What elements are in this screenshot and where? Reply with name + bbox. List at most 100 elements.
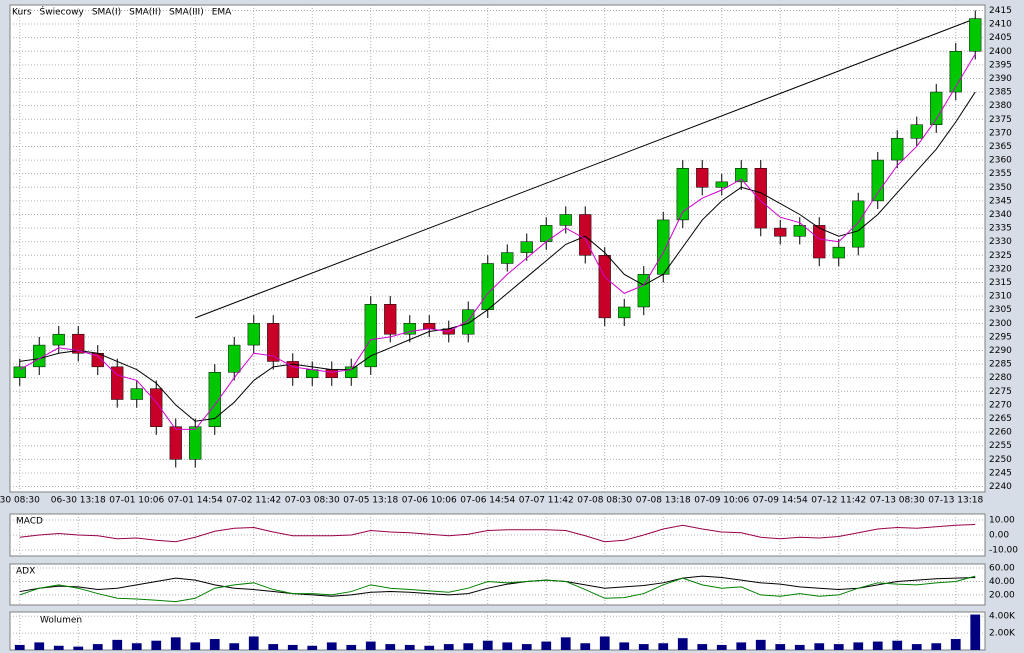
volume-bar xyxy=(833,644,844,650)
volume-bar xyxy=(248,636,259,650)
y-tick-label: 2245 xyxy=(989,468,1012,478)
indicator-line xyxy=(19,575,976,603)
adx-panel xyxy=(9,563,986,606)
candle-body xyxy=(189,426,202,460)
y-tick-label: 2295 xyxy=(989,332,1012,342)
x-tick-label: 07-01 14:54 xyxy=(168,496,223,506)
y-tick-label: 2345 xyxy=(989,196,1012,206)
candle-body xyxy=(949,51,962,93)
volume-bar xyxy=(385,644,396,650)
candle-body xyxy=(403,323,416,335)
x-tick-label: 07-13 08:30 xyxy=(870,496,925,506)
y-tick-label: 20.00 xyxy=(989,590,1015,600)
candle-body xyxy=(150,388,163,427)
volume-bar xyxy=(34,642,45,650)
y-tick-label: 2340 xyxy=(989,210,1012,220)
y-tick-label: 2275 xyxy=(989,387,1012,397)
y-tick-label: 4.00K xyxy=(989,612,1016,622)
volume-bar xyxy=(53,645,64,650)
volume-bar xyxy=(14,644,25,650)
candle-body xyxy=(910,124,923,139)
legend-entry: SMA(I) xyxy=(92,8,121,18)
candle-body xyxy=(618,306,631,319)
volume-bar xyxy=(892,640,903,650)
y-tick-label: 2260 xyxy=(989,428,1012,438)
candle-body xyxy=(501,252,514,264)
candle-body xyxy=(267,323,280,362)
panel-title: Wolumen xyxy=(40,616,82,626)
y-tick-label: 10.00 xyxy=(989,516,1015,526)
volume-bar xyxy=(794,644,805,650)
candle-body xyxy=(481,263,494,310)
candle-body xyxy=(345,366,358,378)
candle-body xyxy=(754,167,767,229)
y-tick-label: 40.00 xyxy=(989,577,1015,587)
x-tick-label: 07-08 08:30 xyxy=(577,496,632,506)
candle-body xyxy=(871,159,884,202)
x-tick-label: 07-09 14:54 xyxy=(753,496,808,506)
y-tick-label: 2365 xyxy=(989,142,1012,152)
y-tick-label: 2310 xyxy=(989,292,1012,302)
candle-body xyxy=(364,304,377,368)
candle-body xyxy=(325,369,338,378)
volume-bar xyxy=(697,644,708,650)
y-tick-label: 2250 xyxy=(989,455,1012,465)
volume-bar xyxy=(170,637,181,650)
y-tick-label: 2240 xyxy=(989,482,1012,492)
y-tick-label: 2400 xyxy=(989,47,1012,57)
volume-bar xyxy=(92,644,103,650)
volume-bar xyxy=(580,643,591,650)
volume-bar xyxy=(560,637,571,650)
legend-entry: EMA xyxy=(212,8,232,18)
volume-bar xyxy=(443,644,454,650)
volume-bar xyxy=(424,645,435,650)
y-tick-label: 2255 xyxy=(989,441,1012,451)
x-tick-label: 30 08:30 xyxy=(0,496,40,506)
candle-body xyxy=(111,366,124,400)
x-tick-label: 07-05 13:18 xyxy=(343,496,398,506)
y-tick-label: 2360 xyxy=(989,156,1012,166)
candle-body xyxy=(579,214,592,256)
y-tick-label: 2385 xyxy=(989,88,1012,98)
candle-body xyxy=(598,255,611,319)
volume-bar xyxy=(775,644,786,650)
legend-entry: Kurs xyxy=(12,8,32,18)
candle-body xyxy=(384,304,397,335)
candle-body xyxy=(306,369,319,378)
y-tick-label: 2355 xyxy=(989,169,1012,179)
candle-body xyxy=(462,309,475,335)
candle-body xyxy=(423,323,436,330)
candle-body xyxy=(793,225,806,237)
y-tick-label: 2305 xyxy=(989,305,1012,315)
y-tick-label: 2415 xyxy=(989,6,1012,16)
legend-entry: SMA(III) xyxy=(169,8,204,18)
volume-bar xyxy=(404,644,415,650)
candle-body xyxy=(169,426,182,460)
candle-body xyxy=(891,138,904,161)
candle-body xyxy=(72,333,85,354)
volume-bar xyxy=(151,640,162,650)
candle-body xyxy=(208,372,221,427)
volume-bar xyxy=(365,641,376,650)
y-tick-label: 2300 xyxy=(989,319,1012,329)
volume-bar xyxy=(482,640,493,650)
x-tick-label: 06-30 13:18 xyxy=(51,496,106,506)
volume-bar xyxy=(677,638,688,650)
y-tick-label: 2410 xyxy=(989,20,1012,30)
y-tick-label: 0.00 xyxy=(989,531,1009,541)
x-tick-label: 07-06 10:06 xyxy=(402,496,457,506)
x-tick-label: 07-12 11:42 xyxy=(811,496,866,506)
volume-bar xyxy=(541,641,552,650)
volume-bar xyxy=(970,614,981,650)
y-tick-label: 2325 xyxy=(989,251,1012,261)
candle-body xyxy=(559,214,572,226)
y-tick-label: 2390 xyxy=(989,74,1012,84)
candle-body xyxy=(696,167,709,188)
indicator-line xyxy=(19,91,976,422)
indicator-line xyxy=(19,524,976,543)
candle-body xyxy=(813,225,826,259)
volume-bar xyxy=(190,642,201,650)
volume-bar xyxy=(463,643,474,650)
volume-bar xyxy=(326,642,337,650)
